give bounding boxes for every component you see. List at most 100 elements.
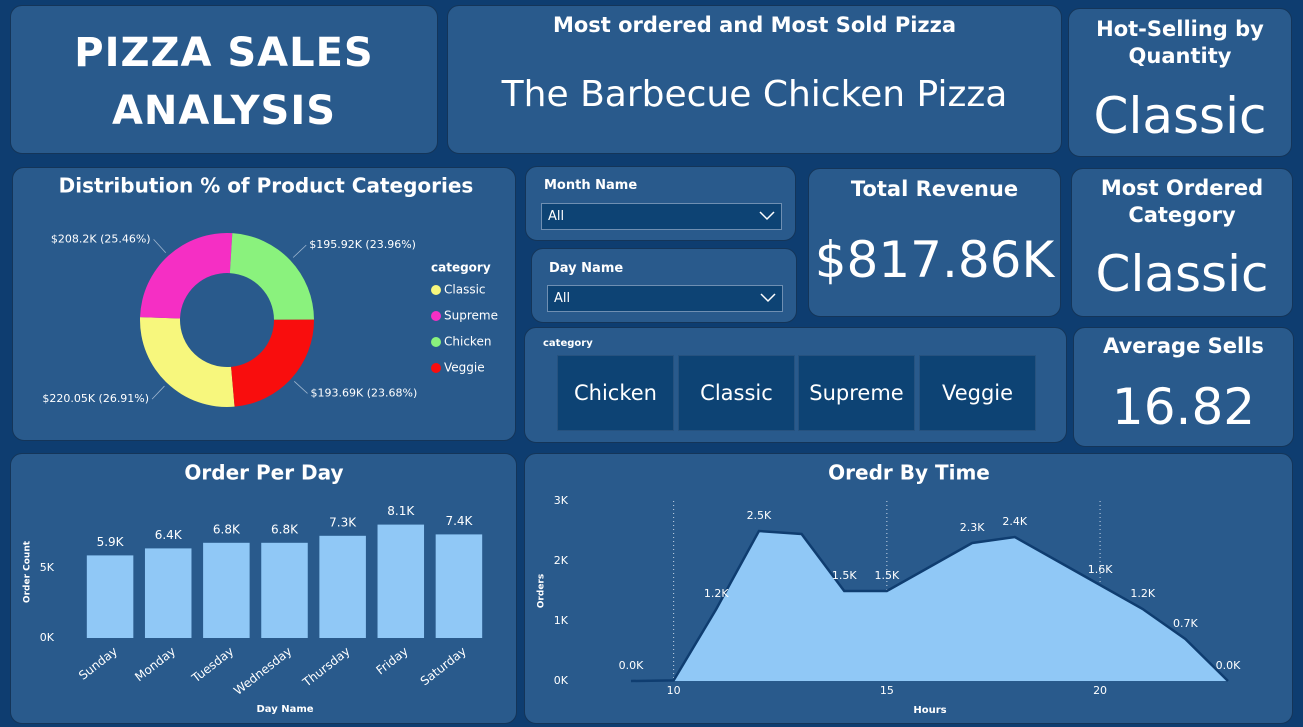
- legend-label: Supreme: [444, 309, 498, 323]
- kpi-card: Average Sells 16.82: [1073, 327, 1294, 447]
- x-axis-label: Day Name: [256, 704, 313, 715]
- y-axis-label: Orders: [537, 574, 547, 608]
- data-label: 1.2K: [1130, 587, 1155, 600]
- data-label: 2.4K: [1002, 515, 1027, 528]
- data-label: 6.8K: [271, 522, 299, 536]
- data-label: 0.0K: [619, 659, 644, 672]
- kpi-card: Total Revenue $817.86K: [808, 168, 1061, 317]
- dropdown-value: All: [548, 209, 565, 224]
- x-tick-label: Sunday: [76, 644, 120, 683]
- kpi-card: Hot-Selling by Quantity Classic: [1068, 8, 1292, 157]
- category-slicer: category Chicken Classic Supreme Veggie: [524, 327, 1067, 443]
- bar: [261, 542, 308, 638]
- bar: [319, 535, 366, 638]
- donut-slice: [231, 319, 314, 407]
- bar: [86, 555, 134, 638]
- y-tick-label: 3K: [554, 494, 569, 507]
- donut-slice: [140, 317, 235, 407]
- legend-marker: [431, 363, 441, 373]
- x-axis-label: Hours: [913, 705, 946, 716]
- donut-slice: [140, 233, 233, 319]
- slicer-button[interactable]: Chicken: [557, 355, 674, 431]
- kpi-title: Hot-Selling by Quantity: [1096, 17, 1264, 68]
- data-label: 0.7K: [1173, 617, 1198, 630]
- legend-marker: [431, 285, 441, 295]
- x-tick-label: Tuesday: [188, 644, 236, 686]
- y-axis-label: Order Count: [23, 540, 33, 603]
- dropdown-value: All: [554, 291, 571, 306]
- bar: [435, 534, 483, 638]
- area-chart: Oredr By Time 0K 1K 2K 3K 10 15 20 0.0K 1.2K 2.5K 1…: [537, 461, 1242, 717]
- kpi-value: The Barbecue Chicken Pizza: [501, 74, 1008, 115]
- data-label: 6.8K: [213, 522, 241, 536]
- kpi-title: Most Ordered Category: [1100, 176, 1264, 227]
- data-label: 2.5K: [747, 509, 772, 522]
- slicer-title: Month Name: [544, 178, 638, 193]
- kpi-value: Classic: [1093, 87, 1267, 145]
- chart-title: Distribution % of Product Categories: [59, 174, 474, 198]
- legend-label: Chicken: [444, 335, 491, 349]
- x-tick-label: Monday: [132, 644, 178, 684]
- leader-line: [153, 239, 167, 253]
- kpi-value: 16.82: [1111, 378, 1256, 436]
- donut-chart: Distribution % of Product Categories $220…: [42, 174, 498, 407]
- kpi-title: Average Sells: [1103, 334, 1264, 358]
- x-tick-label: 10: [667, 684, 681, 697]
- chart-card: Distribution % of Product Categories $220…: [12, 167, 516, 441]
- slicer-button[interactable]: Veggie: [919, 355, 1036, 431]
- leader-line: [151, 385, 165, 400]
- legend-title: category: [431, 261, 491, 275]
- chevron: [760, 293, 776, 303]
- slicer-button[interactable]: Supreme: [798, 355, 915, 431]
- dropdown[interactable]: All: [547, 285, 783, 312]
- legend-marker: [431, 311, 441, 321]
- leader-line: [292, 244, 307, 258]
- bar: [144, 548, 192, 638]
- data-label: 5.9K: [97, 535, 125, 549]
- data-label: $193.69K (23.68%): [311, 386, 418, 399]
- data-label: 1.6K: [1088, 563, 1113, 576]
- x-tick-label: Wednesday: [231, 644, 294, 698]
- dropdown[interactable]: All: [541, 203, 782, 230]
- data-label: 7.4K: [445, 514, 473, 528]
- data-label: $195.92K (23.96%): [309, 238, 416, 251]
- chart-title: Order Per Day: [184, 461, 343, 485]
- x-tick-label: Friday: [374, 644, 411, 677]
- kpi-title: Most ordered and Most Sold Pizza: [552, 13, 957, 37]
- data-label: 8.1K: [387, 504, 415, 518]
- data-label: $220.05K (26.91%): [42, 392, 149, 405]
- y-tick-label: 5K: [40, 561, 55, 574]
- dashboard-title: PIZZA SALES ANALYSIS: [74, 30, 374, 134]
- chart-title: Oredr By Time: [828, 461, 990, 485]
- line: [630, 529, 1229, 683]
- slicer-button[interactable]: Classic: [678, 355, 795, 431]
- y-tick-label: 1K: [554, 614, 569, 627]
- title-card: PIZZA SALES ANALYSIS: [10, 5, 438, 154]
- slicer: Month Name All: [525, 166, 796, 241]
- x-tick-label: 20: [1093, 684, 1107, 697]
- kpi-value: Classic: [1095, 245, 1269, 303]
- leader-line: [293, 381, 308, 394]
- chart-card: Oredr By Time 0K 1K 2K 3K 10 15 20 0.0K 1.2K 2.5K 1…: [524, 453, 1293, 724]
- legend-marker: [431, 337, 441, 347]
- x-tick-label: Thursday: [299, 644, 352, 690]
- y-tick-label: 2K: [554, 554, 569, 567]
- data-label: $208.2K (25.46%): [51, 232, 151, 245]
- data-label: 1.5K: [832, 569, 857, 582]
- data-label: 1.5K: [874, 569, 899, 582]
- y-tick-label: 0K: [554, 674, 569, 687]
- data-label: 7.3K: [329, 515, 357, 529]
- kpi-title: Total Revenue: [850, 177, 1019, 201]
- legend-label: Veggie: [444, 361, 485, 375]
- data-label: 1.2K: [704, 587, 729, 600]
- legend-label: Classic: [444, 283, 486, 297]
- data-label: 0.0K: [1216, 659, 1241, 672]
- kpi-card: Most ordered and Most Sold Pizza The Bar…: [447, 5, 1062, 154]
- slicer-title: Day Name: [549, 261, 624, 276]
- bar: [377, 524, 425, 638]
- chart-card: Order Per Day 0K 5K Order Count 5.9K Sunday 6.…: [10, 453, 517, 724]
- y-tick-label: 0K: [40, 631, 55, 644]
- kpi-value: $817.86K: [814, 231, 1055, 289]
